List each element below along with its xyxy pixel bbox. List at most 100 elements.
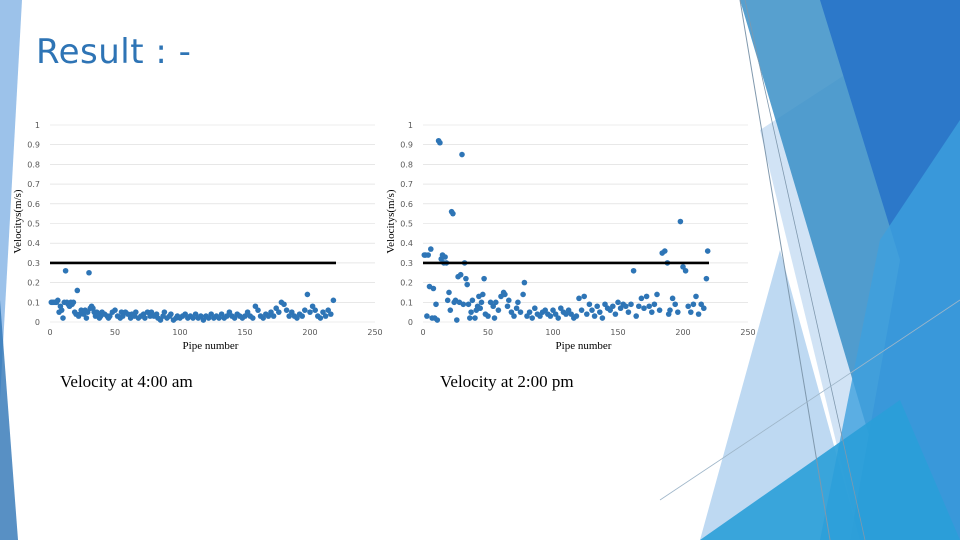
data-point [260,315,266,321]
data-point [646,303,652,310]
data-point [442,254,448,260]
data-point [70,299,77,306]
x-tick-label: 100 [172,328,187,337]
data-point [491,315,498,321]
data-point [511,313,517,319]
y-tick-label: 1 [408,121,413,130]
data-point [469,297,476,304]
data-point [623,303,629,310]
data-point [325,307,332,313]
data-point [317,315,324,321]
data-point [517,309,524,315]
data-point [226,309,233,315]
data-point [224,313,230,319]
data-point [602,301,608,308]
data-point [425,252,431,258]
data-point [615,299,621,306]
data-point [244,309,251,315]
data-point [532,305,538,312]
data-point [454,317,460,323]
data-point [216,315,222,321]
data-point [677,218,684,225]
y-tick-label: 1 [35,121,40,130]
data-point [200,317,207,323]
x-tick-label: 200 [675,328,690,337]
data-point [656,307,663,313]
data-point [472,315,478,321]
y-axis-title: Velocitys(m/s) [12,189,24,253]
data-point [157,317,164,323]
left-edge-bar-top [0,0,22,400]
data-point [610,303,616,310]
data-point [434,317,441,323]
data-point [584,311,590,317]
y-tick-label: 0 [408,318,413,327]
data-point [675,309,681,315]
data-point [667,307,673,313]
data-point [83,315,90,321]
data-point [62,267,69,274]
data-point [649,309,655,315]
x-tick-label: 0 [47,328,52,337]
data-point [607,307,613,313]
x-tick-label: 250 [367,328,382,337]
data-point [701,305,707,312]
caption-4am: Velocity at 4:00 am [60,372,193,391]
data-point [636,303,642,310]
data-point [133,309,139,315]
data-point [457,271,464,278]
data-point [433,301,439,308]
data-point [304,291,311,298]
data-point [218,311,225,317]
data-point [428,246,434,252]
data-point [552,311,559,317]
data-point [550,307,556,313]
data-point [493,299,499,306]
data-point [617,305,624,312]
data-point [467,315,473,321]
data-point [444,297,451,304]
data-point [558,305,564,312]
data-point [576,295,582,302]
data-point [270,313,277,319]
data-point [524,313,530,319]
y-tick-label: 0.3 [27,259,40,268]
data-point [161,309,168,315]
y-tick-label: 0.8 [400,160,413,169]
data-point [513,305,520,312]
data-point [86,269,92,276]
chart-svg: 0 0.1 0.2 0.3 0.4 0.5 0.6 0.7 0.8 0.9 1 0 50 100 150 20… [385,121,756,352]
data-point [250,315,256,321]
data-point [688,309,694,315]
data-point [680,264,686,270]
y-tick-label: 0 [35,318,40,327]
data-point [276,309,282,315]
data-point [477,305,483,312]
data-point [662,248,668,254]
chart-svg: 0 0.1 0.2 0.3 0.4 0.5 0.6 0.7 0.8 0.9 1 0 50 100 150 20… [12,121,383,352]
data-point [302,307,308,313]
x-tick-label: 0 [420,328,425,337]
x-tick-label: 150 [237,328,252,337]
velocity-chart-4am: 0 0.1 0.2 0.3 0.4 0.5 0.6 0.7 0.8 0.9 1 0 50 100 150 20… [10,110,390,355]
data-point [695,311,702,317]
data-point [309,303,316,310]
data-point [307,309,313,315]
data-point [144,309,151,315]
data-point [685,303,691,310]
y-tick-label: 0.9 [400,141,413,150]
data-point [515,299,521,306]
data-point [591,313,598,319]
data-point [481,275,487,282]
data-point [286,313,293,319]
data-point [281,301,287,308]
data-point [208,311,214,317]
data-point [460,301,467,308]
data-point [537,313,543,319]
data-point [526,309,533,315]
data-point [468,309,474,315]
y-tick-label: 0.8 [27,160,40,169]
data-point [289,309,295,315]
data-point [205,315,212,321]
